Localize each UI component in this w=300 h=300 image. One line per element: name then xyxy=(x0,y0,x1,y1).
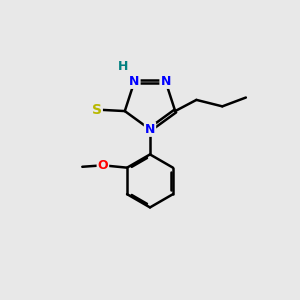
Text: H: H xyxy=(118,60,128,73)
Text: N: N xyxy=(129,75,140,88)
Text: N: N xyxy=(160,75,171,88)
Text: O: O xyxy=(98,159,108,172)
Text: N: N xyxy=(145,123,155,136)
Text: S: S xyxy=(92,103,102,117)
